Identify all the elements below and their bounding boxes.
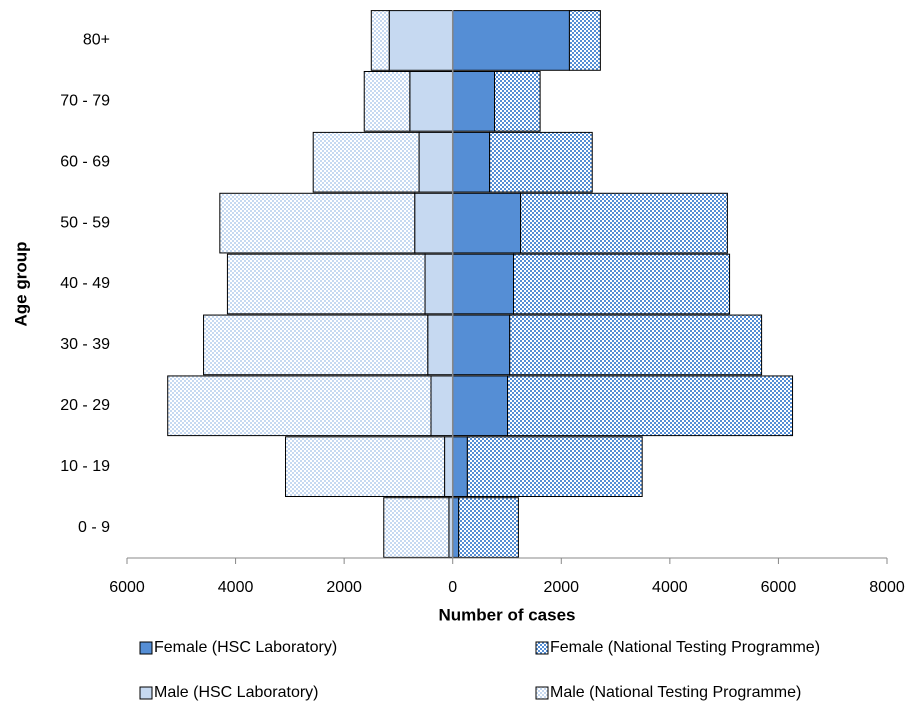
y-tick-label: 60 - 69: [60, 153, 110, 170]
y-axis-title: Age group: [11, 242, 30, 327]
x-tick-label: 2000: [326, 579, 362, 596]
bar: [452, 314, 511, 376]
y-tick-label: 70 - 79: [60, 93, 110, 110]
x-tick-label: 2000: [543, 579, 579, 596]
y-tick-label: 30 - 39: [60, 336, 110, 353]
bar: [285, 436, 446, 498]
bar: [452, 497, 460, 558]
bar: [513, 253, 731, 315]
x-tick-label: 8000: [869, 579, 905, 596]
y-tick-label: 50 - 59: [60, 214, 110, 231]
y-tick-label: 0 - 9: [78, 519, 110, 536]
x-tick-label: 4000: [652, 579, 688, 596]
bar: [452, 192, 522, 254]
bar: [167, 375, 432, 437]
bar: [507, 375, 794, 437]
legend-label: Male (National Testing Programme): [550, 684, 801, 701]
bar: [489, 131, 593, 193]
bar: [383, 497, 450, 558]
bar: [452, 375, 509, 437]
bar: [452, 253, 515, 315]
bar: [409, 70, 454, 132]
bar: [452, 436, 468, 498]
bar: [388, 10, 454, 71]
bar: [414, 192, 454, 254]
bar: [494, 70, 541, 132]
bar: [427, 314, 454, 376]
bar: [452, 10, 570, 71]
bar: [452, 70, 496, 132]
x-tick-label: 6000: [109, 579, 145, 596]
legend-swatch: [535, 641, 549, 655]
bar: [418, 131, 454, 193]
x-tick-label: 6000: [761, 579, 797, 596]
x-axis-title: Number of cases: [439, 605, 576, 624]
bar: [424, 253, 454, 315]
y-tick-label: 80+: [83, 32, 110, 49]
bar: [370, 10, 390, 71]
x-tick-label: 4000: [218, 579, 254, 596]
bar: [452, 131, 491, 193]
legend-label: Female (HSC Laboratory): [154, 639, 337, 656]
bar: [444, 436, 454, 498]
y-tick-label: 40 - 49: [60, 275, 110, 292]
bar: [466, 436, 643, 498]
y-tick-label: 20 - 29: [60, 397, 110, 414]
legend-swatch: [139, 686, 153, 700]
x-tick-label: 0: [448, 579, 457, 596]
bar: [203, 314, 429, 376]
legend-swatch: [139, 641, 153, 655]
bar: [430, 375, 454, 437]
bar: [312, 131, 420, 193]
legend-label: Male (HSC Laboratory): [154, 684, 319, 701]
bar: [219, 192, 416, 254]
bar: [568, 10, 601, 71]
legend-label: Female (National Testing Programme): [550, 639, 820, 656]
bar: [520, 192, 728, 254]
y-tick-label: 10 - 19: [60, 458, 110, 475]
bar: [458, 497, 519, 558]
bar: [226, 253, 426, 315]
bar: [509, 314, 763, 376]
legend-swatch: [535, 686, 549, 700]
bar: [363, 70, 411, 132]
